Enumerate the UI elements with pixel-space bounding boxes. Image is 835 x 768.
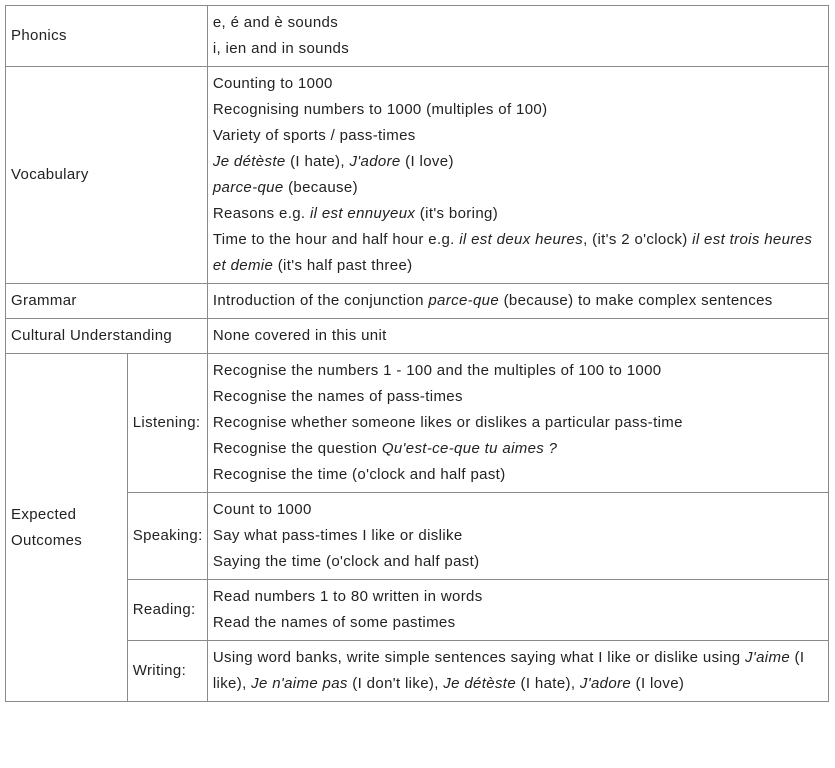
unit-overview-table: Phonics e, é and è sounds i, ien and in so… [5, 5, 830, 702]
row-content: e, é and è sounds i, ien and in sounds [206, 5, 830, 67]
content-line: Recognise the names of pass-times [213, 384, 823, 410]
italic-text: parce-que [428, 292, 500, 309]
text-segment: Count to 1000 [212, 501, 312, 518]
text-segment: (because) [283, 179, 358, 196]
text-segment: Recognise the time (o'clock and half pas… [212, 466, 506, 483]
text-segment: Recognise whether someone likes or disli… [212, 414, 683, 431]
text-segment: None covered in this unit [212, 327, 387, 344]
italic-text: J'aime [745, 649, 791, 666]
text-segment: Recognise the names of pass-times [212, 388, 463, 405]
content-line: Using word banks, write simple sentences… [213, 645, 823, 697]
italic-text: Je n'aime pas [251, 675, 348, 692]
content-line: Count to 1000 [213, 497, 823, 523]
row-content: None covered in this unit [206, 318, 830, 354]
content-line: Recognise the numbers 1 - 100 and the mu… [213, 358, 823, 384]
text-segment: (it's boring) [415, 205, 499, 222]
text-segment: (I hate), [285, 153, 350, 170]
row-label: Vocabulary [5, 66, 208, 284]
text-segment: Variety of sports / pass-times [212, 127, 416, 144]
table-row: Cultural Understanding None covered in th… [5, 318, 830, 354]
italic-text: J'adore [349, 153, 401, 170]
content-line: Recognising numbers to 1000 (multiples o… [213, 97, 823, 123]
text-segment: i, ien and in sounds [212, 40, 350, 57]
text-segment: (because) to make complex sentences [499, 292, 773, 309]
content-line: Recognise the time (o'clock and half pas… [213, 462, 823, 488]
table-row: Vocabulary Counting to 1000 Recognising nu… [5, 66, 830, 284]
text-segment: e, é and è sounds [212, 14, 339, 31]
italic-text: Je détèste [443, 675, 517, 692]
content-line: Recognise whether someone likes or disli… [213, 410, 823, 436]
sub-row-label: Writing: [126, 640, 208, 702]
row-content: Recognise the numbers 1 - 100 and the mu… [206, 353, 830, 493]
content-line: Saying the time (o'clock and half past) [213, 549, 823, 575]
text-segment: Introduction of the conjunction [212, 292, 429, 309]
text-segment: (I don't like), [347, 675, 444, 692]
row-label: Expected Outcomes [5, 353, 128, 702]
row-label: Phonics [5, 5, 208, 67]
text-segment: Recognise the question [212, 440, 382, 457]
text-segment: Say what pass-times I like or dislike [212, 527, 463, 544]
italic-text: Je détèste [212, 153, 286, 170]
text-segment: (I like), [212, 649, 805, 692]
content-line: Variety of sports / pass-times [213, 123, 823, 149]
text-segment: Saying the time (o'clock and half past) [212, 553, 480, 570]
text-segment: Using word banks, write simple sentences… [212, 649, 746, 666]
row-label: Grammar [5, 283, 208, 319]
content-line: Read numbers 1 to 80 written in words [213, 584, 823, 610]
text-segment: (I love) [400, 153, 454, 170]
text-segment: Recognising numbers to 1000 (multiples o… [212, 101, 548, 118]
table-row: Speaking: Count to 1000 Say what pass-time… [6, 492, 830, 580]
content-line: Counting to 1000 [213, 71, 823, 97]
table-row: Reading: Read numbers 1 to 80 written in … [6, 579, 830, 641]
content-line: parce-que (because) [213, 175, 823, 201]
italic-text: parce-que [212, 179, 284, 196]
sub-row-label: Speaking: [126, 492, 208, 580]
row-content: Using word banks, write simple sentences… [206, 640, 830, 702]
italic-text: J'adore [579, 675, 632, 692]
text-segment: Counting to 1000 [212, 75, 333, 92]
content-line: e, é and è sounds [213, 10, 823, 36]
text-segment: (it's half past three) [273, 257, 413, 274]
italic-text: il est deux heures [459, 231, 584, 248]
text-segment: Read the names of some pastimes [212, 614, 456, 631]
row-label: Cultural Understanding [5, 318, 208, 354]
text-segment: Read numbers 1 to 80 written in words [212, 588, 483, 605]
table-row: Grammar Introduction of the conjunction p… [5, 283, 830, 319]
row-content: Introduction of the conjunction parce-qu… [206, 283, 830, 319]
row-content: Count to 1000 Say what pass-times I like … [206, 492, 830, 580]
row-content: Counting to 1000 Recognising numbers to 1… [206, 66, 830, 284]
text-segment: (I love) [631, 675, 685, 692]
sub-row-label: Listening: [126, 353, 208, 493]
row-content: Read numbers 1 to 80 written in words Rea… [206, 579, 830, 641]
content-line: i, ien and in sounds [213, 36, 823, 62]
italic-text: il est trois heures et demie [212, 231, 813, 274]
content-line: Reasons e.g. il est ennuyeux (it's borin… [213, 201, 823, 227]
text-segment: Time to the hour and half hour e.g. [212, 231, 460, 248]
italic-text: il est ennuyeux [309, 205, 416, 222]
content-line: Say what pass-times I like or dislike [213, 523, 823, 549]
content-line: Read the names of some pastimes [213, 610, 823, 636]
text-segment: Reasons e.g. [212, 205, 310, 222]
content-line: Time to the hour and half hour e.g. il e… [213, 227, 823, 279]
content-line: Je détèste (I hate), J'adore (I love) [213, 149, 823, 175]
content-line: Recognise the question Qu'est-ce-que tu … [213, 436, 823, 462]
text-segment: Recognise the numbers 1 - 100 and the mu… [212, 362, 662, 379]
sub-row-label: Reading: [126, 579, 208, 641]
content-line: None covered in this unit [213, 323, 823, 349]
table-row: Writing: Using word banks, write simple s… [6, 640, 830, 702]
content-line: Introduction of the conjunction parce-qu… [213, 288, 823, 314]
text-segment: , (it's 2 o'clock) [583, 231, 693, 248]
italic-text: Qu'est-ce-que tu aimes ? [381, 440, 558, 457]
table-row: Expected Outcomes Listening: Recognise the… [5, 353, 830, 702]
text-segment: (I hate), [516, 675, 580, 692]
table-row: Phonics e, é and è sounds i, ien and in so… [5, 5, 830, 67]
